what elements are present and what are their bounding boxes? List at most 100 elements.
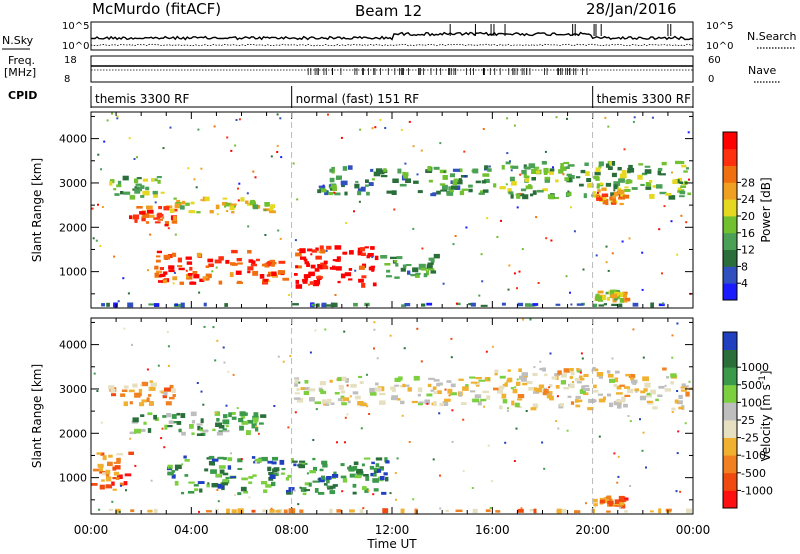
heatmap-cell [402,172,409,177]
colorbar-tick-label: 25 [741,414,755,427]
heatmap-cell [251,423,257,429]
heatmap-cell [127,302,134,308]
heatmap-cell [167,364,170,367]
heatmap-cell [390,386,396,391]
heatmap-cell [521,372,528,377]
heatmap-cell [342,251,348,255]
heatmap-cell [154,178,158,182]
heatmap-cell [656,184,663,189]
heatmap-cell [125,489,127,492]
heatmap-cell [237,508,244,514]
heatmap-cell [594,171,601,176]
heatmap-cell [535,387,543,393]
heatmap-cell [378,171,385,175]
heatmap-cell [671,407,676,411]
heatmap-cell [681,383,686,388]
heatmap-cell [117,300,120,303]
heatmap-cell [675,490,678,493]
heatmap-cell [517,398,523,401]
heatmap-cell [485,509,491,513]
heatmap-cell [399,385,404,388]
heatmap-cell [360,186,366,192]
heatmap-cell [676,322,679,325]
heatmap-cell [595,194,599,197]
heatmap-cell [525,303,531,307]
heatmap-cell [462,386,469,391]
heatmap-cell [688,380,691,383]
heatmap-cell [599,182,603,185]
heatmap-cell [163,391,168,396]
heatmap-cell [507,288,510,291]
heatmap-cell [421,247,424,250]
heatmap-cell [320,390,327,395]
heatmap-cell [609,161,614,166]
heatmap-cell [122,277,125,280]
heatmap-cell [282,277,290,281]
heatmap-cell [338,398,342,402]
heatmap-cell [287,426,290,429]
heatmap-cell [555,303,561,306]
heatmap-cell [671,334,674,337]
heatmap-cell [392,388,396,393]
heatmap-cell [475,377,482,380]
heatmap-cell [501,393,507,399]
heatmap-cell [662,367,667,371]
heatmap-cell [225,259,230,264]
colorbar-swatch [723,490,737,509]
heatmap-cell [173,197,177,200]
heatmap-cell [517,394,525,399]
heatmap-cell [323,483,328,486]
heatmap-cell [264,234,267,236]
heatmap-cell [147,269,149,272]
heatmap-cell [138,388,143,394]
heatmap-cell [200,167,203,170]
heatmap-cell [572,381,574,383]
heatmap-cell [616,385,622,390]
nave-tick-bottom: 0 [708,74,714,85]
heatmap-cell [448,394,451,397]
heatmap-cell [238,182,241,185]
heatmap-cell [588,182,593,186]
heatmap-cell [551,376,558,380]
heatmap-cell [240,458,243,460]
heatmap-cell [642,356,645,359]
heatmap-cell [259,422,264,425]
heatmap-cell [211,462,215,466]
heatmap-cell [605,202,609,206]
heatmap-cell [113,188,117,191]
heatmap-cell [574,399,579,403]
heatmap-cell [102,455,107,461]
heatmap-cell [203,325,206,328]
velocity-ylabel: Slant Range [km] [30,364,44,468]
date-title: 28/Jan/2016 [586,0,677,18]
heatmap-cell [598,398,606,403]
heatmap-cell [684,422,687,425]
heatmap-cell [617,167,622,171]
heatmap-cell [448,186,453,191]
heatmap-cell [148,303,156,306]
heatmap-cell [371,127,374,130]
heatmap-cell [302,461,305,465]
heatmap-cell [576,303,584,306]
heatmap-cell [619,297,624,303]
heatmap-cell [479,190,484,194]
heatmap-cell [632,302,639,307]
heatmap-cell [396,457,399,460]
heatmap-cell [132,417,139,423]
heatmap-cell [418,403,423,406]
heatmap-cell [358,265,365,270]
colorbar-swatch [723,402,737,421]
heatmap-cell [107,461,113,467]
colorbar-swatch [723,455,737,474]
heatmap-cell [315,255,322,260]
heatmap-cell [215,473,222,477]
heatmap-cell [147,209,154,214]
beam-title: Beam 12 [355,2,422,20]
heatmap-cell [272,468,279,473]
heatmap-cell [353,210,355,213]
heatmap-cell [687,131,690,134]
heatmap-cell [308,271,315,277]
heatmap-cell [153,414,157,420]
heatmap-cell [632,328,635,331]
heatmap-cell [365,184,369,187]
